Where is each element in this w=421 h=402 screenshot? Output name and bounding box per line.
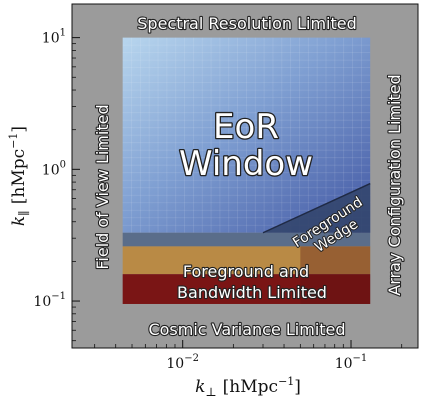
x-tick-exponent: −1 <box>353 353 368 364</box>
x-axis-symbol: k <box>195 377 205 397</box>
heatmap-layer <box>122 37 371 304</box>
label-eor: EoR <box>213 107 279 147</box>
y-axis-title: k∥ [hMpc−1] <box>7 126 31 226</box>
y-axis-units-close: ] <box>9 126 29 133</box>
y-tick-exponent: −1 <box>51 291 66 302</box>
window-cell-grid <box>122 37 371 233</box>
y-tick-base: 10 <box>42 162 60 178</box>
y-axis-units-exp: −1 <box>7 133 20 149</box>
x-axis-units-close: ] <box>294 377 301 397</box>
label-cosmic-variance-limited: Cosmic Variance Limited <box>148 320 345 339</box>
band-right-shade <box>300 246 371 304</box>
y-tick-exponent: 0 <box>60 159 66 170</box>
x-axis-units: [hMpc <box>223 377 278 397</box>
label-window: Window <box>179 144 313 184</box>
label-spectral-resolution-limited: Spectral Resolution Limited <box>137 14 357 33</box>
x-axis-units-exp: −1 <box>278 375 294 388</box>
x-tick-base: 10 <box>166 356 184 372</box>
wedge-boundary-line <box>262 182 371 234</box>
x-tick-label: 10−2 <box>166 353 199 372</box>
y-tick-base: 10 <box>42 31 60 47</box>
y-tick-label: 10−1 <box>33 291 66 310</box>
label-field-of-view-limited: Field of View Limited <box>93 104 112 269</box>
foreground-edge-band <box>122 232 371 247</box>
label-foreground-and: Foreground and <box>183 262 309 281</box>
y-tick-label: 100 <box>42 159 66 178</box>
foreground-tan-band <box>122 246 371 275</box>
x-tick-label: 10−1 <box>335 353 368 372</box>
bandwidth-red-band <box>122 274 371 304</box>
x-axis-subscript: ⊥ <box>205 385 216 399</box>
eor-window-region <box>122 37 371 233</box>
y-axis-units: [hMpc <box>9 149 29 204</box>
y-axis-subscript: ∥ <box>17 210 31 216</box>
label-bandwidth-limited: Bandwidth Limited <box>177 283 327 302</box>
x-axis-title: k⊥ [hMpc−1] <box>195 375 301 399</box>
y-tick-exponent: 1 <box>60 28 66 39</box>
label-array-configuration-limited: Array Configuration Limited <box>385 74 404 295</box>
y-tick-base: 10 <box>33 294 51 310</box>
x-tick-base: 10 <box>335 356 353 372</box>
x-tick-exponent: −2 <box>184 353 199 364</box>
y-axis-symbol: k <box>9 216 29 226</box>
y-tick-label: 101 <box>42 28 66 47</box>
